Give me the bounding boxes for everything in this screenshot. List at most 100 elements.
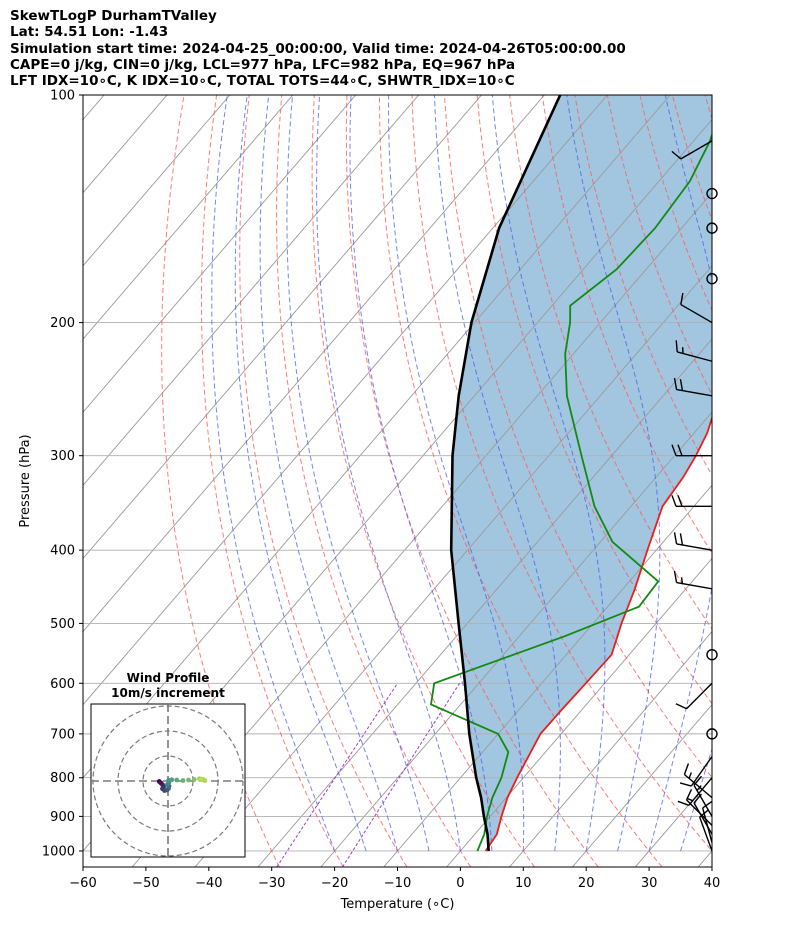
- wind-barb-flag: [679, 533, 684, 546]
- isotherm: [83, 95, 608, 706]
- calm-wind-marker: [706, 273, 718, 285]
- x-tick-label: 10: [515, 876, 532, 891]
- cape-shading: [451, 95, 712, 851]
- wind-barb-flag: [679, 782, 692, 787]
- y-tick-label: 100: [50, 89, 75, 104]
- wind-barb: [680, 303, 713, 324]
- mixing-ratio-line: [342, 683, 461, 867]
- hodograph-point: [174, 777, 180, 783]
- hodograph-point: [202, 778, 208, 783]
- isotherm: [320, 411, 712, 867]
- wind-barb-flag: [677, 495, 683, 507]
- time-label: Simulation start time: 2024-04-25_00:00:…: [10, 40, 626, 57]
- x-tick-label: 40: [704, 876, 721, 891]
- hodograph-point: [169, 777, 175, 783]
- isotherm: [83, 95, 419, 486]
- wind-barb-flag: [671, 444, 677, 456]
- wind-barb-flag: [680, 292, 684, 305]
- moist-adiabat: [434, 95, 561, 852]
- x-tick-label: −40: [195, 876, 222, 891]
- isotherm: [194, 265, 712, 867]
- y-tick-label: 500: [50, 617, 75, 632]
- y-tick-label: 1000: [42, 844, 75, 859]
- hodograph-title: Wind Profile: [127, 671, 210, 685]
- parcel-line: [449, 95, 562, 852]
- location-label: Lat: 54.51 Lon: -1.43: [10, 24, 169, 41]
- isotherm: [83, 95, 231, 267]
- calm-wind-marker: [706, 187, 718, 200]
- x-tick-label: −20: [321, 876, 348, 891]
- y-tick-label: 900: [50, 810, 75, 825]
- x-tick-label: −60: [69, 876, 96, 891]
- dry-adiabat: [444, 95, 712, 779]
- wind-barb: [676, 543, 713, 551]
- wind-barb: [676, 388, 713, 397]
- y-tick-label: 600: [50, 677, 75, 692]
- wind-barb: [693, 784, 713, 817]
- dry-adiabat: [509, 95, 712, 630]
- dewpoint-line: [430, 132, 712, 852]
- calm-wind-marker: [706, 728, 718, 740]
- wind-barb: [676, 581, 713, 590]
- wind-barb: [693, 802, 713, 835]
- index-label: LFT IDX=10∘C, K IDX=10∘C, TOTAL TOTS=44∘…: [10, 73, 515, 90]
- wind-barb-flag: [671, 495, 677, 507]
- wind-barb-flag: [673, 570, 678, 583]
- isotherm: [697, 850, 712, 867]
- isotherm: [83, 95, 105, 121]
- moist-adiabat: [387, 95, 525, 851]
- moist-adiabat: [211, 95, 336, 852]
- isotherm: [257, 338, 712, 867]
- hodograph-point: [186, 777, 191, 783]
- wind-barb: [683, 773, 713, 799]
- y-tick-label: 300: [50, 449, 75, 464]
- moist-adiabat: [711, 849, 712, 851]
- wind-barb-half-flag: [688, 772, 692, 779]
- wind-barb: [690, 756, 713, 787]
- y-tick-label: 400: [50, 544, 75, 559]
- x-tick-label: −10: [384, 876, 411, 891]
- isotherm: [383, 484, 712, 867]
- isotherm: [509, 630, 712, 867]
- wind-barb-half-flag: [680, 577, 684, 584]
- hodograph-subtitle: 10m/s increment: [111, 686, 225, 700]
- wind-barb-flag: [677, 800, 690, 806]
- wind-barb-flag: [673, 377, 678, 390]
- calm-wind-marker: [706, 222, 718, 234]
- wind-barb: [686, 799, 713, 826]
- isotherm: [572, 704, 712, 867]
- y-axis-label: Pressure (hPa): [18, 434, 33, 527]
- wind-barb-flag: [671, 150, 682, 160]
- isotherm: [83, 95, 545, 633]
- chart-title: SkewTLogP DurhamTValley: [10, 8, 217, 24]
- wind-barb-flag: [673, 532, 678, 545]
- dry-adiabat: [378, 95, 663, 867]
- moist-adiabat: [316, 95, 461, 852]
- dry-adiabat: [476, 95, 712, 705]
- wind-barb-flag: [683, 763, 690, 775]
- hodograph-point: [180, 778, 186, 783]
- wind-barb: [686, 682, 713, 710]
- wind-barb-flag: [677, 444, 683, 456]
- hodograph-plot: [91, 704, 245, 857]
- moist-adiabat: [286, 95, 430, 852]
- moist-adiabat: [259, 95, 398, 852]
- wind-barb-flag: [675, 340, 678, 352]
- y-tick-label: 700: [50, 727, 75, 742]
- dry-adiabat: [704, 95, 712, 121]
- x-tick-label: −30: [258, 876, 285, 891]
- chart-header: SkewTLogP DurhamTValley Lat: 54.51 Lon: …: [10, 8, 626, 89]
- x-tick-label: 30: [641, 876, 658, 891]
- wind-barb: [680, 140, 713, 160]
- hodograph-point: [198, 776, 204, 782]
- dry-adiabat: [770, 95, 794, 867]
- dry-adiabat: [311, 95, 536, 867]
- hodograph-point: [191, 777, 197, 782]
- dry-adiabat: [239, 95, 408, 867]
- x-tick-label: 0: [456, 876, 464, 891]
- wind-barbs: [671, 140, 718, 852]
- wind-barb-half-flag: [696, 785, 702, 791]
